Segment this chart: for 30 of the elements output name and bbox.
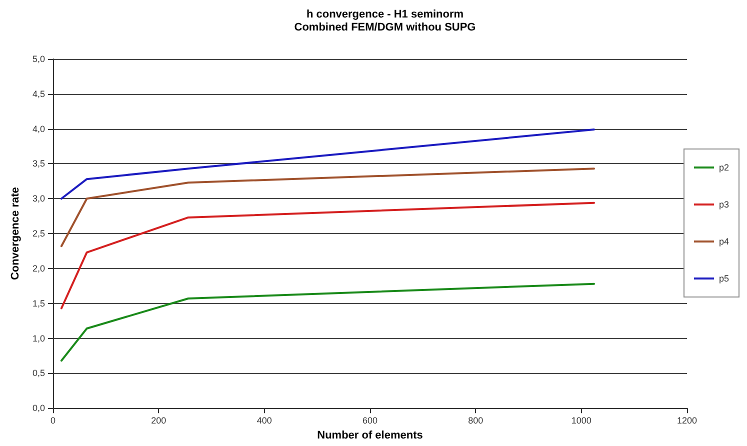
x-tick-label: 400	[256, 416, 272, 426]
x-axis-title: Number of elements	[317, 430, 423, 442]
legend-label: p4	[718, 236, 730, 246]
line-series	[60, 168, 596, 248]
y-tick-label: 4,5	[32, 88, 45, 99]
legend-label: p5	[718, 274, 730, 284]
line-series	[60, 282, 596, 362]
y-tick-label: 5,0	[32, 54, 45, 64]
x-tick-label: 600	[362, 416, 378, 426]
y-tick-label: 3,0	[32, 194, 45, 204]
line-series	[60, 202, 596, 310]
y-tick-label: 0,0	[32, 403, 45, 414]
chart-title: h convergence - H1 seminorm	[306, 8, 464, 20]
legend-label: p2	[718, 162, 730, 172]
y-tick-label: 1,5	[32, 298, 45, 308]
x-tick-label: 800	[468, 416, 484, 426]
y-tick-label: 1,0	[32, 333, 45, 344]
y-tick-label: 2,5	[32, 228, 45, 239]
y-tick-label: 3,5	[32, 158, 45, 169]
y-tick-label: 4,0	[32, 124, 45, 134]
x-tick-label: 1200	[676, 416, 698, 426]
y-tick-label: 0,5	[32, 368, 45, 378]
line-series	[60, 128, 596, 200]
y-axis-title: Convergence rate	[10, 187, 22, 280]
x-tick-label: 200	[151, 416, 166, 426]
legend-label: p3	[718, 200, 730, 210]
x-tick-label: 1000	[571, 416, 592, 426]
chart-subtitle: Combined FEM/DGM withou SUPG	[294, 22, 476, 34]
x-tick-label: 0	[50, 416, 56, 426]
y-tick-label: 2,0	[32, 263, 45, 274]
